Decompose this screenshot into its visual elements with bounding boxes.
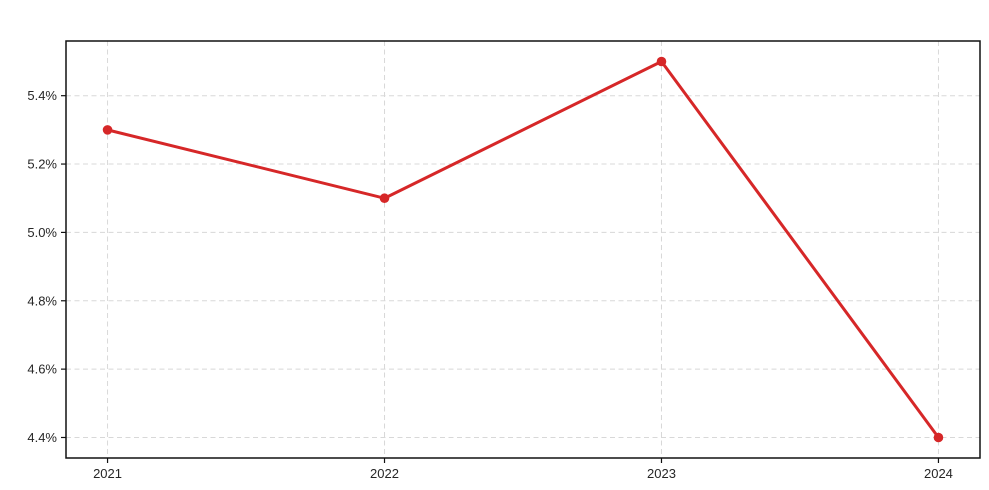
trend-line — [106, 60, 940, 439]
x-tick-label: 2021 — [93, 466, 122, 481]
x-tick-label: 2022 — [370, 466, 399, 481]
data-point — [102, 125, 113, 135]
y-tick-label: 5.0% — [27, 225, 57, 240]
y-tick-label: 5.2% — [27, 157, 57, 172]
data-point — [656, 56, 667, 67]
y-tick-label: 4.4% — [27, 430, 57, 445]
x-tick-label: 2023 — [647, 466, 676, 481]
data-point — [933, 432, 944, 443]
y-tick-label: 5.4% — [27, 88, 57, 103]
y-tick-label: 4.8% — [27, 293, 57, 308]
plot-border — [65, 40, 981, 459]
x-tick-label: 2024 — [924, 466, 953, 481]
data-point — [379, 193, 390, 204]
y-tick-label: 4.6% — [27, 362, 57, 377]
